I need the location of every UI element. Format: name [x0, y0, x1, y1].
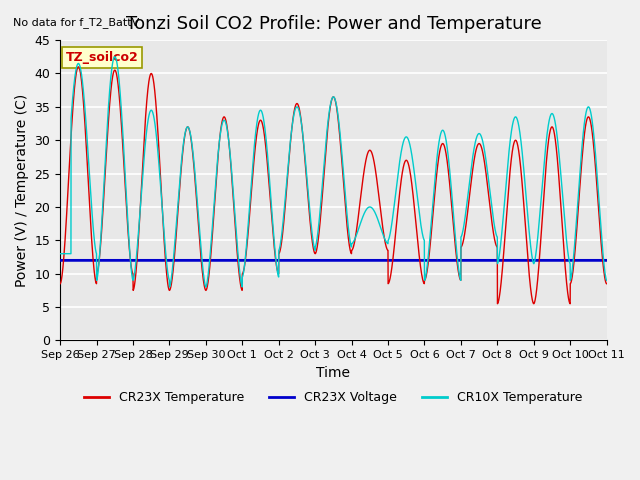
Legend: CR23X Temperature, CR23X Voltage, CR10X Temperature: CR23X Temperature, CR23X Voltage, CR10X …: [79, 386, 588, 409]
Text: TZ_soilco2: TZ_soilco2: [66, 51, 138, 64]
Y-axis label: Power (V) / Temperature (C): Power (V) / Temperature (C): [15, 94, 29, 287]
X-axis label: Time: Time: [316, 366, 350, 380]
Text: No data for f_T2_BattV: No data for f_T2_BattV: [13, 17, 139, 28]
Title: Tonzi Soil CO2 Profile: Power and Temperature: Tonzi Soil CO2 Profile: Power and Temper…: [125, 15, 541, 33]
